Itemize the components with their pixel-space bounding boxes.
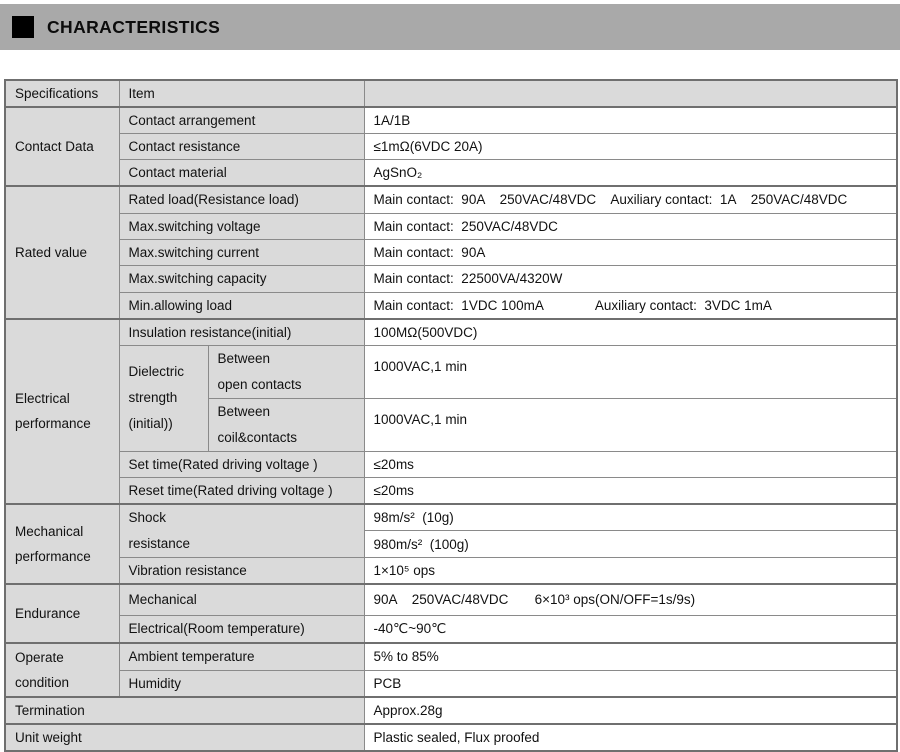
section-header-bar: CHARACTERISTICS [0,4,900,50]
value-cell: 5% to 85% [363,642,898,671]
spec-cell-unit-weight: Unit weight [4,723,365,752]
value-cell: 1000VAC,1 min [363,344,898,399]
section-title: CHARACTERISTICS [47,16,221,37]
table-row: Mechanical performance Shock resistance … [4,503,898,585]
black-square-icon [12,16,34,38]
header-item: Item [118,79,365,108]
value-cell: ≤20ms [363,450,898,478]
table-row: Between coil&contacts 1000VAC,1 min [5,397,898,452]
value-cell: Main contact: 1VDC 100mA Auxiliary conta… [363,291,898,319]
value-cell: PCB [363,669,898,698]
spec-cell-contact-data: Contact Data [4,106,120,187]
item-subcell: Between open contacts [207,344,365,399]
table-row: Contact material AgSnO₂ [5,159,898,187]
characteristics-table: Specifications Item Contact Data Contact… [4,79,899,752]
value-cell: -40℃~90℃ [363,614,898,644]
value-cell: AgSnO₂ [363,159,898,187]
table-row: Electrical(Room temperature) -40℃~90℃ [5,614,898,644]
item-cell: Contact arrangement [118,106,365,134]
item-cell-dielectric-strength: Dielectric strength (initial)) [118,344,209,452]
table-row: Max.switching capacity Main contact: 225… [5,264,898,293]
value-cell: 1A/1B [363,106,898,134]
item-cell: Electrical(Room temperature) [118,614,365,644]
item-cell: Max.switching current [118,238,365,266]
item-cell: Set time(Rated driving voltage ) [118,450,365,478]
spec-cell-electrical-performance: Electrical performance [4,317,120,505]
value-cell: 90A 250VAC/48VDC 6×10³ ops(ON/OFF=1s/9s) [363,583,898,616]
table-header-row: Specifications Item [4,79,898,108]
value-cell: 100MΩ(500VDC) [363,317,898,346]
value-cell: 980m/s² (100g) [363,530,898,558]
spec-cell-operate-condition: Operate condition [4,642,120,698]
table-row: Reset time(Rated driving voltage ) ≤20ms [5,476,898,505]
header-specifications: Specifications [4,79,120,108]
item-cell: Min.allowing load [118,291,365,319]
item-cell: Reset time(Rated driving voltage ) [118,476,365,505]
item-cell-shock-resistance: Shock resistance [118,503,365,558]
table-row: Max.switching current Main contact: 90A [5,238,898,266]
spec-cell-termination: Termination [4,696,365,725]
spec-cell-endurance: Endurance [4,583,120,644]
header-value [363,79,898,108]
table-row: 980m/s² (100g) [5,530,898,558]
item-cell: Insulation resistance(initial) [118,317,365,346]
table-row: Endurance Mechanical 90A 250VAC/48VDC 6×… [4,583,898,644]
value-cell: 98m/s² (10g) [363,503,898,531]
table-row: Termination Approx.28g [4,696,898,725]
value-cell: Main contact: 22500VA/4320W [363,264,898,293]
item-cell: Vibration resistance [118,557,365,585]
table-row: Min.allowing load Main contact: 1VDC 100… [5,291,898,319]
value-cell: Plastic sealed, Flux proofed [363,723,898,752]
table-row: Rated value Rated load(Resistance load) … [4,185,898,319]
value-cell: Main contact: 90A [363,238,898,266]
spec-cell-rated-value: Rated value [4,185,120,319]
value-cell: Approx.28g [363,696,898,725]
item-cell: Humidity [118,669,365,698]
table-row: Contact resistance ≤1mΩ(6VDC 20A) [5,133,898,160]
item-cell: Rated load(Resistance load) [118,185,365,214]
table-row: Dielectric strength (initial)) Between o… [5,344,898,452]
table-row: Unit weight Plastic sealed, Flux proofed [4,723,898,752]
item-cell: Max.switching voltage [118,212,365,240]
item-cell: Max.switching capacity [118,264,365,293]
value-cell: 1×10⁵ ops [363,557,898,585]
table-row: Operate condition Ambient temperature 5%… [4,642,898,698]
item-cell: Contact resistance [118,133,365,160]
value-cell: 1000VAC,1 min [363,397,898,452]
table-row: Max.switching voltage Main contact: 250V… [5,212,898,240]
item-subcell: Between coil&contacts [207,397,365,452]
item-cell: Ambient temperature [118,642,365,671]
table-row: Vibration resistance 1×10⁵ ops [5,557,898,585]
spec-cell-mechanical-performance: Mechanical performance [4,503,120,585]
value-cell: Main contact: 90A 250VAC/48VDC Auxiliary… [363,185,898,214]
table-row: Humidity PCB [5,669,898,698]
table-row: Electrical performance Insulation resist… [4,317,898,505]
table-row: Contact Data Contact arrangement 1A/1B [4,106,898,187]
value-cell: ≤1mΩ(6VDC 20A) [363,133,898,160]
value-cell: Main contact: 250VAC/48VDC [363,212,898,240]
item-cell: Mechanical [118,583,365,616]
item-cell: Contact material [118,159,365,187]
value-cell: ≤20ms [363,476,898,505]
table-row: Set time(Rated driving voltage ) ≤20ms [5,450,898,478]
